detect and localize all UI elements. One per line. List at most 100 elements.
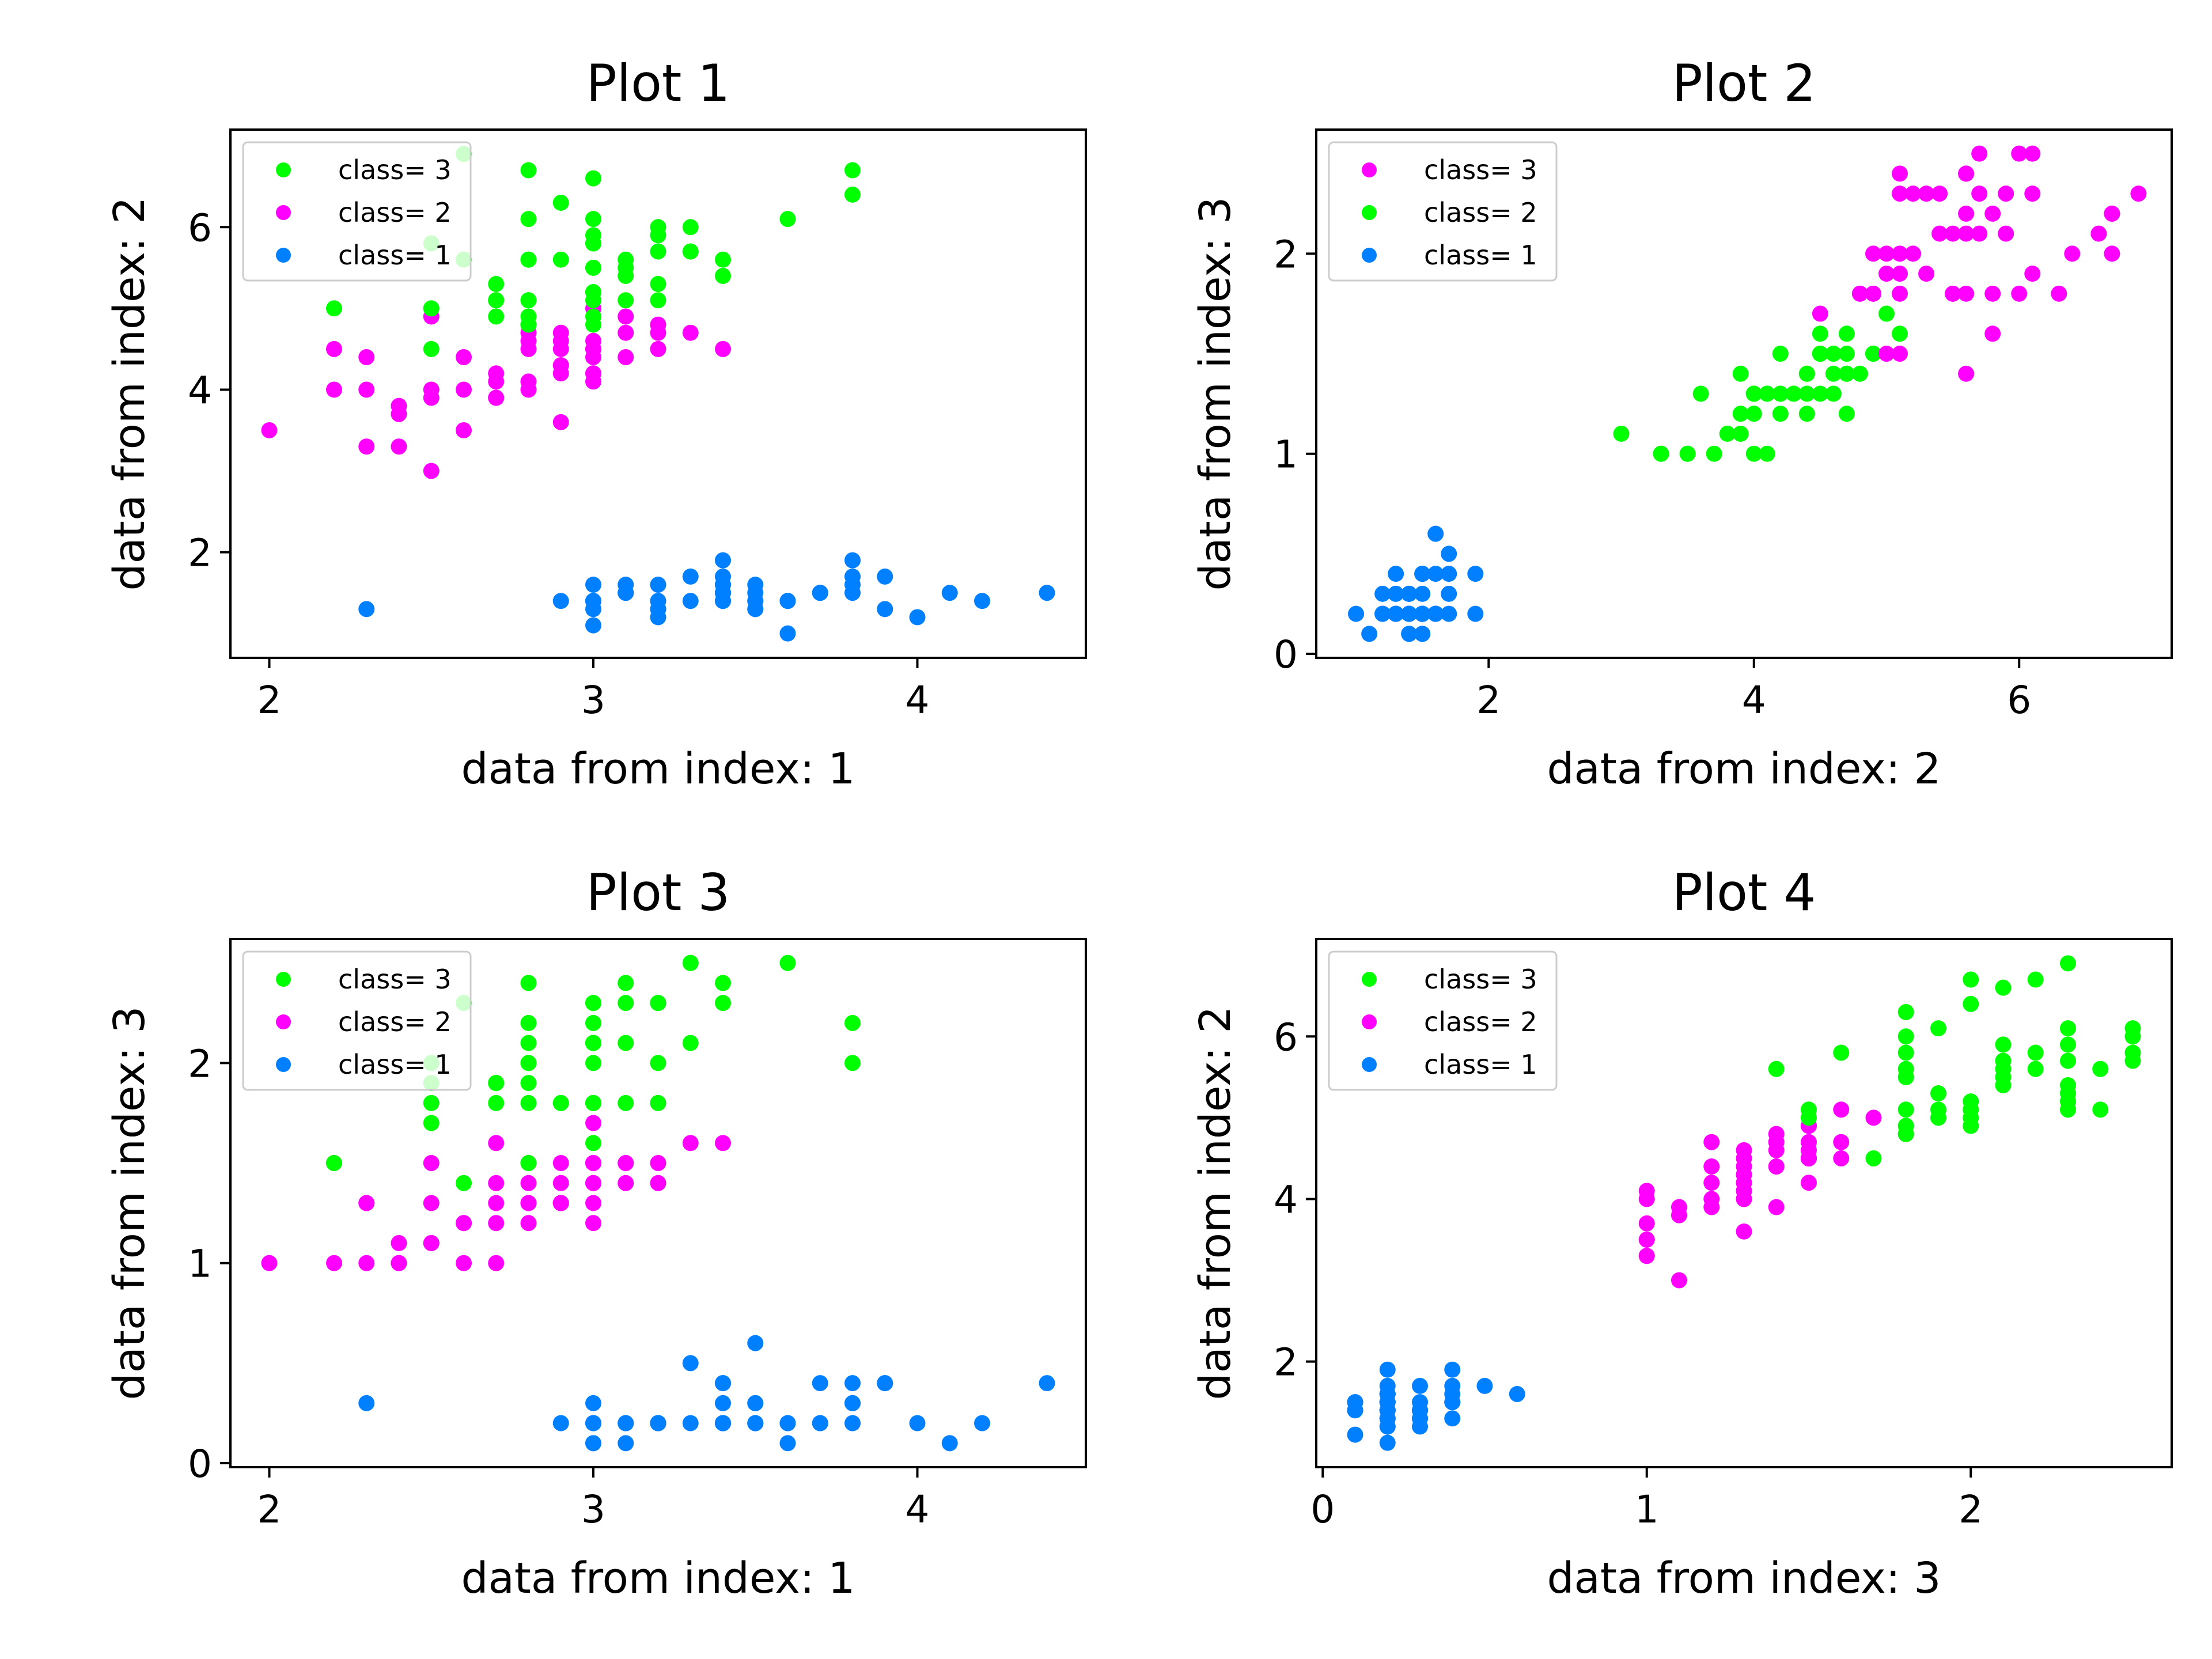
x-tick-label: 1 [1635,1487,1659,1532]
x-tick-label: 2 [257,1487,282,1532]
data-point [779,1415,796,1431]
data-point [1476,1377,1493,1394]
data-point [552,194,569,211]
data-point [585,1175,601,1191]
legend-label: class= 2 [338,197,452,228]
data-point [585,316,601,333]
legend: class= 3 class= 2 class= 1 [242,950,472,1091]
data-point [747,1415,764,1431]
data-point [585,365,601,382]
data-point [552,1195,569,1211]
data-point [488,389,505,406]
data-point [1995,1077,2012,1093]
legend-marker [276,248,291,263]
data-point [1958,205,1975,222]
data-point [1905,185,1922,202]
data-point [715,585,731,601]
data-point [682,243,699,260]
data-point [585,577,601,593]
legend: class= 3 class= 2 class= 1 [1328,950,1558,1091]
data-point [520,1014,537,1031]
data-point [844,1055,861,1071]
legend-marker [276,162,291,177]
data-point [844,162,861,179]
data-point [650,243,666,260]
data-point [456,381,472,398]
data-point [1865,285,1881,302]
legend-label: class= 2 [1424,1006,1537,1037]
legend-marker [1362,205,1377,220]
data-point [715,1375,731,1392]
data-point [585,1215,601,1232]
data-point [585,1395,601,1411]
data-point [1825,385,1842,402]
data-point [682,593,699,609]
data-point [1892,346,1908,362]
data-point [747,577,764,593]
data-point [585,1014,601,1031]
data-point [1374,585,1391,602]
data-point [1865,245,1881,262]
data-point [1892,245,1908,262]
data-point [1703,1158,1720,1175]
y-tick-label: 6 [1274,1015,1298,1059]
data-point [715,1395,731,1411]
data-point [585,617,601,634]
data-point [358,1395,375,1411]
data-point [358,601,375,618]
data-point [1732,406,1749,422]
data-point [844,186,861,203]
data-point [1984,285,2001,302]
data-point [1963,971,1979,988]
data-point [618,1415,634,1431]
data-point [618,308,634,325]
data-point [2011,145,2028,162]
data-point [552,1175,569,1191]
data-point [1801,1134,1817,1150]
data-point [326,340,342,357]
data-point [552,324,569,341]
legend-marker [1362,248,1377,263]
data-point [2130,185,2147,202]
data-point [423,300,440,317]
data-point [423,1234,440,1251]
data-point [1865,346,1881,362]
data-point [488,308,505,325]
data-point [618,995,634,1012]
data-point [1865,1109,1882,1126]
legend-label: class= 3 [338,154,452,185]
chart-title: Plot 3 [586,863,730,922]
data-point [1414,585,1431,602]
data-point [1768,1060,1785,1077]
data-point [1039,1375,1055,1392]
data-point [1930,1109,1946,1126]
series-class-2 [1613,285,1908,462]
legend-marker [1362,972,1377,987]
data-point [552,340,569,357]
series-class-1 [1347,1361,1525,1451]
data-point [2060,955,2076,972]
data-point [520,1195,537,1211]
data-point [844,1395,861,1411]
data-point [1851,285,1868,302]
data-point [326,1255,342,1271]
data-point [1878,346,1895,362]
legend-marker [1362,1057,1377,1072]
data-point [585,1195,601,1211]
data-point [618,1155,634,1172]
data-point [1897,1028,1914,1045]
data-point [682,219,699,236]
data-point [1984,205,2001,222]
data-point [715,340,731,357]
data-point [2027,971,2044,988]
data-point [682,1135,699,1152]
data-point [423,340,440,357]
data-point [520,316,537,333]
data-point [1759,385,1775,402]
data-point [1692,385,1709,402]
data-point [1801,1101,1817,1118]
data-point [618,1094,634,1111]
data-point [488,1195,505,1211]
data-point [456,1215,472,1232]
data-point [1412,1402,1428,1419]
